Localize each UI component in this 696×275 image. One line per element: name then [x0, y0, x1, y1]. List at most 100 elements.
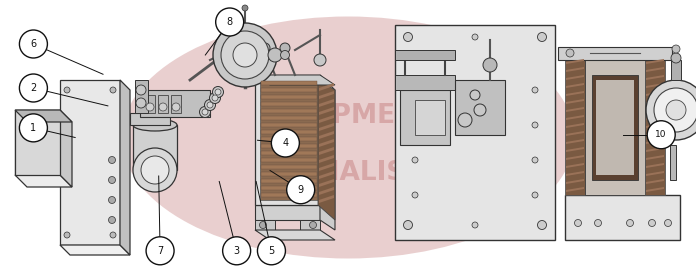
Circle shape — [215, 89, 221, 95]
Polygon shape — [395, 75, 455, 90]
Polygon shape — [261, 130, 317, 134]
Polygon shape — [565, 195, 680, 240]
Polygon shape — [566, 163, 584, 168]
Polygon shape — [566, 99, 584, 104]
Circle shape — [458, 113, 472, 127]
Polygon shape — [261, 95, 317, 99]
Circle shape — [159, 103, 167, 111]
Circle shape — [649, 219, 656, 227]
Circle shape — [212, 87, 223, 98]
Polygon shape — [255, 220, 275, 230]
Polygon shape — [60, 80, 120, 245]
Polygon shape — [261, 116, 317, 120]
Polygon shape — [592, 75, 638, 180]
Circle shape — [146, 103, 154, 111]
Polygon shape — [566, 59, 584, 64]
Polygon shape — [261, 179, 317, 183]
Circle shape — [665, 219, 672, 227]
Circle shape — [412, 192, 418, 198]
Polygon shape — [261, 137, 317, 141]
Polygon shape — [585, 60, 645, 195]
Polygon shape — [120, 80, 130, 255]
Circle shape — [64, 87, 70, 93]
Circle shape — [672, 45, 680, 53]
Circle shape — [221, 31, 269, 79]
Circle shape — [109, 216, 116, 224]
Polygon shape — [260, 80, 318, 200]
Circle shape — [209, 92, 221, 103]
Polygon shape — [261, 109, 317, 113]
Polygon shape — [261, 186, 317, 190]
Polygon shape — [255, 205, 320, 220]
Polygon shape — [318, 80, 335, 220]
Polygon shape — [566, 75, 584, 80]
Circle shape — [64, 232, 70, 238]
Circle shape — [172, 103, 180, 111]
Polygon shape — [15, 110, 60, 175]
Polygon shape — [646, 99, 664, 104]
Polygon shape — [60, 245, 130, 255]
Text: 10: 10 — [656, 130, 667, 139]
Circle shape — [136, 98, 146, 108]
Circle shape — [412, 122, 418, 128]
Polygon shape — [158, 95, 168, 113]
Ellipse shape — [133, 119, 177, 131]
Text: 2: 2 — [31, 83, 36, 93]
Polygon shape — [319, 91, 334, 99]
Polygon shape — [319, 179, 334, 187]
Circle shape — [136, 85, 146, 95]
Polygon shape — [145, 95, 155, 113]
Circle shape — [474, 104, 486, 116]
Polygon shape — [596, 80, 634, 175]
Text: INC.: INC. — [407, 144, 421, 150]
Circle shape — [109, 177, 116, 183]
Polygon shape — [566, 187, 584, 192]
Polygon shape — [261, 172, 317, 176]
Text: 5: 5 — [269, 246, 274, 256]
Circle shape — [212, 95, 218, 101]
Polygon shape — [646, 163, 664, 168]
Circle shape — [483, 58, 497, 72]
Polygon shape — [261, 165, 317, 169]
Circle shape — [654, 88, 696, 132]
Circle shape — [532, 122, 538, 128]
Polygon shape — [670, 145, 676, 180]
Polygon shape — [646, 147, 664, 152]
Circle shape — [258, 237, 285, 265]
Polygon shape — [566, 131, 584, 136]
Circle shape — [671, 53, 681, 63]
Polygon shape — [261, 81, 317, 85]
Circle shape — [412, 157, 418, 163]
Circle shape — [19, 30, 47, 58]
Polygon shape — [395, 25, 555, 240]
Circle shape — [268, 48, 282, 62]
Polygon shape — [565, 60, 585, 195]
Polygon shape — [646, 83, 664, 88]
Polygon shape — [646, 139, 664, 144]
Polygon shape — [646, 59, 664, 64]
Circle shape — [19, 74, 47, 102]
Circle shape — [260, 43, 270, 53]
Polygon shape — [646, 75, 664, 80]
Circle shape — [532, 157, 538, 163]
Polygon shape — [60, 110, 72, 187]
Circle shape — [200, 106, 210, 117]
Circle shape — [566, 49, 574, 57]
Polygon shape — [566, 67, 584, 72]
Polygon shape — [319, 99, 334, 107]
Circle shape — [146, 237, 174, 265]
Circle shape — [472, 34, 478, 40]
Polygon shape — [646, 155, 664, 160]
Polygon shape — [566, 171, 584, 176]
Polygon shape — [261, 193, 317, 197]
Polygon shape — [566, 91, 584, 96]
Circle shape — [646, 80, 696, 140]
Polygon shape — [261, 123, 317, 127]
Polygon shape — [319, 83, 334, 91]
Text: EQUIPMENT: EQUIPMENT — [260, 103, 436, 128]
Polygon shape — [261, 88, 317, 92]
Polygon shape — [415, 100, 445, 135]
Polygon shape — [133, 125, 177, 170]
Polygon shape — [400, 90, 450, 145]
Polygon shape — [140, 90, 210, 117]
